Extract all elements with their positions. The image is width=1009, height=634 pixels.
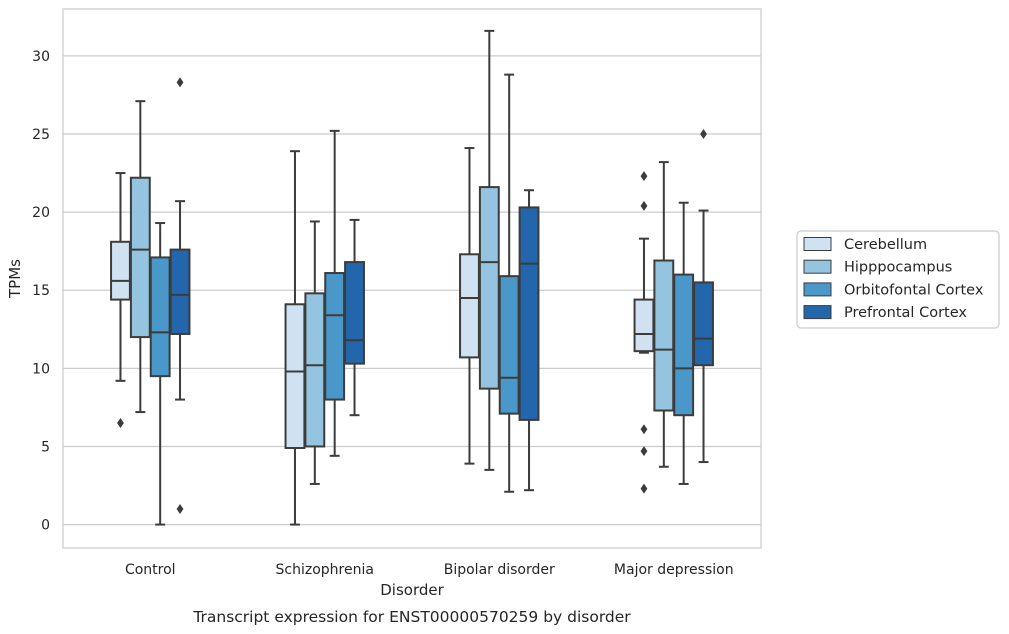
outlier-point [640,424,648,435]
box-iqr [459,253,480,359]
box-iqr [673,273,695,417]
legend-swatch [803,282,832,297]
box-cerebellum [110,172,131,429]
legend: Cerebellum Hipppocampus Orbitofontal Corte… [796,230,1000,329]
legend-entry-label: Orbitofontal Cortex [844,282,984,298]
y-tick-label: 15 [32,283,50,299]
y-tick-label: 10 [32,361,50,377]
box-iqr [498,275,520,415]
y-tick-label: 5 [41,439,50,455]
y-tick-label: 30 [32,49,50,65]
box-iqr [324,272,346,401]
outlier-point [640,446,648,457]
y-axis-label: TPMs [6,259,24,299]
outlier-point [640,171,648,182]
box-orbitofontal-cortex [149,222,171,526]
box-iqr [304,292,326,448]
box-orbitofontal-cortex [673,201,695,485]
outlier-point [176,503,184,514]
x-tick-label: Schizophrenia [276,562,374,578]
outlier-point [640,483,648,494]
legend-swatch [803,237,832,251]
box-orbitofontal-cortex [324,129,346,457]
box-iqr [284,303,306,450]
legend-entry-label: Prefrontal Cortex [844,305,967,321]
x-tick-label: Control [125,562,176,578]
box-cerebellum [459,147,480,465]
legend-swatch [803,259,832,274]
box-iqr [518,206,540,421]
box-prefrontal-cortex [169,77,191,514]
box-prefrontal-cortex [518,189,540,492]
box-iqr [169,248,191,335]
y-tick-labels: 0 5 10 15 20 25 30 [32,49,50,534]
x-tick-labels: Control Schizophrenia Bipolar disorder Majo… [125,562,734,578]
box-hipppocampus [653,161,675,468]
box-orbitofontal-cortex [498,73,520,493]
box-hipppocampus [129,100,151,414]
box-iqr [653,259,675,412]
plot-frame [62,8,762,549]
box-prefrontal-cortex [344,218,365,417]
chart-caption: Transcript expression for ENST0000057025… [192,608,631,626]
box-cerebellum [633,171,655,494]
x-axis-label: Disorder [380,581,444,599]
x-tick-label: Major depression [614,562,734,578]
plot-boxes [110,29,714,526]
legend-entry-label: Cerebellum [844,237,927,253]
y-tick-label: 20 [32,205,50,221]
legend-swatch [803,305,832,320]
outlier-point [117,418,124,429]
box-hipppocampus [478,29,500,471]
box-iqr [149,256,171,378]
box-iqr [693,281,714,367]
y-tick-label: 25 [32,127,50,143]
box-prefrontal-cortex [693,128,714,464]
box-iqr [110,240,131,301]
outlier-point [176,77,184,88]
outlier-point [640,200,648,211]
outlier-point [700,128,707,139]
box-iqr [478,186,500,390]
box-iqr [633,298,655,353]
box-iqr [129,176,151,339]
box-iqr [344,261,365,365]
x-tick-label: Bipolar disorder [444,562,555,578]
box-cerebellum [284,150,306,526]
legend-frame [796,230,1000,329]
legend-entry-label: Hipppocampus [844,260,952,276]
y-tick-label: 0 [41,518,50,534]
